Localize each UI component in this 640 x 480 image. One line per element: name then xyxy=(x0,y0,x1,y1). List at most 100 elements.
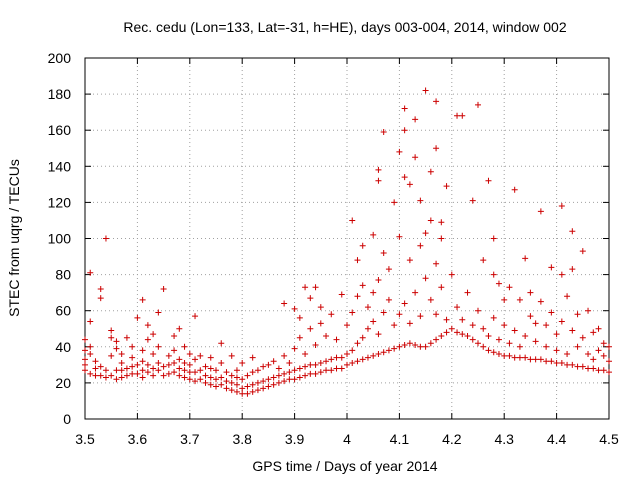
data-point-marker xyxy=(186,361,193,368)
data-point-marker xyxy=(401,105,408,112)
data-point-marker xyxy=(228,379,235,386)
data-point-marker xyxy=(144,369,151,376)
data-point-marker xyxy=(480,325,487,332)
data-point-marker xyxy=(82,347,88,354)
data-point-marker xyxy=(260,363,267,370)
data-point-marker xyxy=(218,340,225,347)
data-point-marker xyxy=(553,360,560,367)
data-point-marker xyxy=(239,376,246,383)
data-point-marker xyxy=(87,318,94,325)
data-point-marker xyxy=(370,318,377,325)
data-point-marker xyxy=(307,370,314,377)
data-point-marker xyxy=(265,361,272,368)
data-point-marker xyxy=(281,370,288,377)
data-point-marker xyxy=(307,295,314,302)
data-point-marker xyxy=(349,217,356,224)
data-point-marker xyxy=(302,284,309,291)
data-point-marker xyxy=(543,358,550,365)
data-point-marker xyxy=(307,361,314,368)
data-point-marker xyxy=(113,345,120,352)
data-point-marker xyxy=(165,370,172,377)
data-point-marker xyxy=(359,242,366,249)
data-point-marker xyxy=(417,313,424,320)
data-point-marker xyxy=(396,148,403,155)
data-point-marker xyxy=(312,341,319,348)
data-point-marker xyxy=(102,235,109,242)
data-point-marker xyxy=(495,280,502,287)
data-point-marker xyxy=(123,334,130,341)
data-point-marker xyxy=(448,271,455,278)
data-point-marker xyxy=(328,311,335,318)
data-point-marker xyxy=(97,363,104,370)
data-point-marker xyxy=(553,347,560,354)
data-point-marker xyxy=(516,343,523,350)
data-point-marker xyxy=(574,363,581,370)
data-point-marker xyxy=(312,370,319,377)
data-point-marker xyxy=(213,383,219,390)
data-point-marker xyxy=(501,296,508,303)
data-point-marker xyxy=(249,388,256,395)
data-point-marker xyxy=(548,358,555,365)
data-point-marker xyxy=(485,347,492,354)
data-point-marker xyxy=(286,376,293,383)
data-point-marker xyxy=(228,372,235,379)
data-point-marker xyxy=(323,332,330,339)
data-point-marker xyxy=(401,300,408,307)
data-point-marker xyxy=(511,186,518,193)
data-point-marker xyxy=(275,372,282,379)
data-point-marker xyxy=(443,316,450,323)
data-point-marker xyxy=(155,309,162,316)
x-tick-label: 4.1 xyxy=(390,431,410,447)
data-point-marker xyxy=(296,314,303,321)
data-point-marker xyxy=(82,361,88,368)
data-point-marker xyxy=(548,264,555,271)
x-tick-label: 3.5 xyxy=(75,431,95,447)
data-point-marker xyxy=(443,329,450,336)
data-point-marker xyxy=(574,311,581,318)
data-point-marker xyxy=(150,331,157,338)
data-point-marker xyxy=(87,370,94,377)
data-point-marker xyxy=(82,336,88,343)
data-point-marker xyxy=(134,314,141,321)
data-point-marker xyxy=(537,208,544,215)
data-point-marker xyxy=(97,295,104,302)
data-point-marker xyxy=(401,127,408,134)
data-point-marker xyxy=(364,325,371,332)
data-point-marker xyxy=(569,266,576,273)
data-point-marker xyxy=(344,361,350,368)
data-point-marker xyxy=(150,365,157,372)
data-point-marker xyxy=(590,329,597,336)
data-point-marker xyxy=(564,293,571,300)
data-point-marker xyxy=(406,340,413,347)
data-point-marker xyxy=(590,356,597,363)
data-point-marker xyxy=(218,360,225,367)
data-point-marker xyxy=(270,358,277,365)
data-point-marker xyxy=(270,374,277,381)
y-tick-label: 60 xyxy=(55,303,71,319)
x-tick-label: 3.6 xyxy=(128,431,148,447)
x-tick-label: 3.8 xyxy=(232,431,252,447)
data-point-marker xyxy=(197,376,204,383)
y-tick-label: 40 xyxy=(55,339,71,355)
data-point-marker xyxy=(333,365,340,372)
data-point-marker xyxy=(192,369,199,376)
data-point-marker xyxy=(438,235,445,242)
data-point-marker xyxy=(511,354,518,361)
data-point-marker xyxy=(380,349,387,356)
data-point-marker xyxy=(412,116,419,123)
data-point-marker xyxy=(606,358,612,365)
data-point-marker xyxy=(202,363,209,370)
data-point-marker xyxy=(422,87,429,94)
data-point-marker xyxy=(239,390,246,397)
y-axis-label: STEC from uqrg / TECUs xyxy=(6,159,22,317)
data-point-marker xyxy=(412,341,419,348)
data-point-marker xyxy=(427,296,434,303)
data-point-marker xyxy=(359,282,366,289)
data-point-marker xyxy=(192,356,199,363)
data-point-marker xyxy=(202,379,209,386)
data-point-marker xyxy=(385,296,392,303)
data-point-marker xyxy=(97,286,104,293)
y-tick-label: 180 xyxy=(48,86,72,102)
y-tick-label: 140 xyxy=(48,158,72,174)
data-point-marker xyxy=(485,332,492,339)
